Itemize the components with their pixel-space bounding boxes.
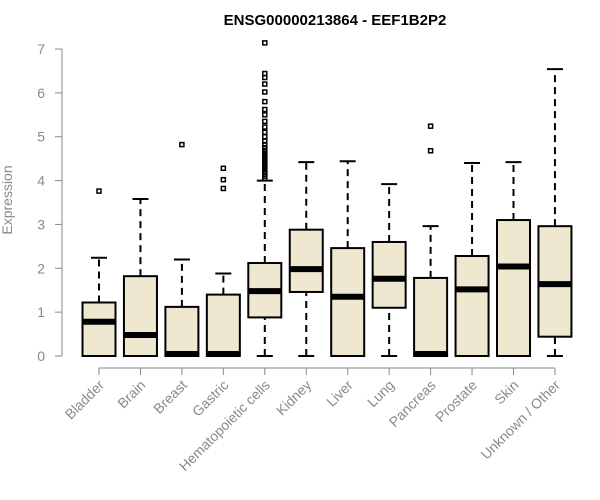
outlier-point	[179, 141, 185, 148]
outlier-point	[220, 165, 227, 172]
box-group	[413, 123, 449, 358]
plot-area	[81, 40, 573, 358]
y-tick-label: 4	[37, 173, 45, 189]
outlier-point	[262, 124, 268, 130]
box	[496, 219, 531, 357]
outlier-point	[220, 185, 227, 192]
box	[413, 276, 449, 358]
x-tick-label: Lung	[364, 377, 397, 410]
outlier-point	[262, 133, 268, 140]
y-axis-label: Expression	[0, 165, 15, 234]
outlier-point	[427, 147, 434, 154]
box	[81, 301, 117, 358]
box-group	[205, 165, 241, 358]
outlier-point	[262, 40, 268, 46]
outlier-point	[262, 106, 268, 113]
box	[205, 293, 241, 358]
y-tick-label: 5	[37, 129, 45, 145]
x-tick-label: Breast	[150, 377, 190, 417]
box-group	[81, 188, 117, 358]
outlier-point	[427, 123, 434, 129]
box-group	[454, 162, 490, 357]
chart-title: ENSG00000213864 - EEF1B2P2	[224, 12, 447, 29]
x-tick-label: Bladder	[62, 377, 108, 423]
x-tick-label: Brain	[114, 377, 148, 411]
box-group	[496, 161, 531, 357]
x-tick-label: Unknown / Other	[477, 377, 563, 463]
x-tick-label: Liver	[323, 377, 356, 410]
outlier-point	[220, 176, 227, 183]
outlier-point	[262, 98, 268, 105]
x-tick-label: Kidney	[273, 377, 315, 419]
outlier-point	[262, 89, 268, 95]
box-group	[247, 40, 283, 357]
y-tick-label: 7	[37, 41, 45, 57]
outlier-point	[262, 144, 268, 151]
outlier-point	[262, 81, 268, 87]
outlier-point	[96, 188, 102, 194]
box-group	[371, 183, 407, 357]
y-tick-label: 0	[37, 348, 45, 364]
x-tick-label: Skin	[491, 377, 522, 408]
outlier-point	[262, 70, 268, 77]
box-group	[122, 197, 158, 357]
box-group	[164, 141, 200, 358]
y-tick-label: 1	[37, 304, 45, 320]
box-group	[330, 160, 366, 358]
outlier-point	[262, 147, 268, 154]
y-axis: 0 1 2 3 4 5 6 7	[37, 41, 63, 364]
outlier-point	[262, 118, 268, 125]
y-tick-label: 6	[37, 85, 45, 101]
box	[330, 247, 366, 358]
x-tick-label: Prostate	[432, 377, 480, 425]
box	[371, 240, 407, 309]
box-group	[288, 161, 324, 357]
box	[454, 255, 490, 357]
y-tick-label: 3	[37, 216, 45, 232]
outlier-point	[262, 138, 268, 144]
box	[164, 305, 200, 358]
y-tick-label: 2	[37, 260, 45, 276]
outlier-point	[262, 112, 268, 118]
box	[288, 228, 324, 293]
box	[122, 275, 158, 357]
outlier-point	[262, 129, 268, 136]
box-group	[537, 68, 573, 357]
